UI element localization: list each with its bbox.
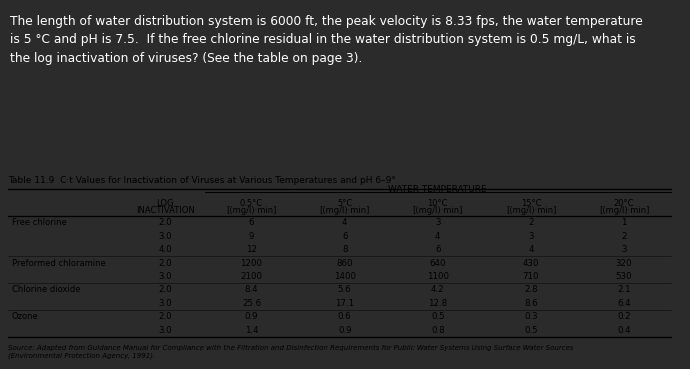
Text: Source: Adapted from Guidance Manual for Compliance with the Filtration and Disi: Source: Adapted from Guidance Manual for… (8, 345, 574, 359)
Text: [(mg/l)·min]: [(mg/l)·min] (413, 206, 463, 215)
Text: 0.6: 0.6 (338, 313, 351, 321)
Text: 2.0: 2.0 (159, 313, 172, 321)
Text: 25.6: 25.6 (242, 299, 261, 308)
Text: 0.2: 0.2 (618, 313, 631, 321)
Text: 530: 530 (616, 272, 632, 281)
Text: 4: 4 (342, 218, 347, 227)
Text: Free chlorine: Free chlorine (12, 218, 66, 227)
Text: 5°C: 5°C (337, 199, 353, 208)
Text: 15°C: 15°C (521, 199, 541, 208)
Text: 6.4: 6.4 (618, 299, 631, 308)
Text: 2: 2 (529, 218, 533, 227)
Text: 3: 3 (622, 245, 627, 254)
Text: 2.0: 2.0 (159, 286, 172, 294)
Text: Table 11.9  C·t Values for Inactivation of Viruses at Various Temperatures and p: Table 11.9 C·t Values for Inactivation o… (8, 176, 396, 186)
Text: 10°C: 10°C (428, 199, 448, 208)
Text: 4.0: 4.0 (159, 245, 172, 254)
Text: 0.5°C: 0.5°C (240, 199, 263, 208)
Text: 0.4: 0.4 (618, 326, 631, 335)
Text: 2100: 2100 (241, 272, 262, 281)
Text: 0.9: 0.9 (245, 313, 258, 321)
Text: 17.1: 17.1 (335, 299, 354, 308)
Text: [(mg/l)·min]: [(mg/l)·min] (226, 206, 277, 215)
Text: 1.4: 1.4 (245, 326, 258, 335)
Text: 6: 6 (342, 232, 347, 241)
Text: 4: 4 (529, 245, 533, 254)
Text: 0.8: 0.8 (431, 326, 444, 335)
Text: [(mg/l)·min]: [(mg/l)·min] (319, 206, 370, 215)
Text: 1400: 1400 (334, 272, 355, 281)
Text: Preformed chloramine: Preformed chloramine (12, 259, 106, 268)
Text: INACTIVATION: INACTIVATION (136, 206, 195, 215)
Text: LOG: LOG (157, 199, 174, 208)
Text: 12.8: 12.8 (428, 299, 447, 308)
Text: 6: 6 (435, 245, 440, 254)
Text: 20°C: 20°C (614, 199, 634, 208)
Text: 320: 320 (616, 259, 632, 268)
Text: 4.2: 4.2 (431, 286, 444, 294)
Text: 8.6: 8.6 (524, 299, 538, 308)
Text: 5.6: 5.6 (338, 286, 351, 294)
Text: 8: 8 (342, 245, 347, 254)
Text: WATER TEMPERATURE: WATER TEMPERATURE (388, 184, 487, 193)
Text: 710: 710 (523, 272, 539, 281)
Text: 2.1: 2.1 (618, 286, 631, 294)
Text: 2.0: 2.0 (159, 218, 172, 227)
Text: 4: 4 (435, 232, 440, 241)
Text: 9: 9 (249, 232, 254, 241)
Text: 3: 3 (529, 232, 533, 241)
Text: 3.0: 3.0 (159, 232, 172, 241)
Text: 1200: 1200 (241, 259, 262, 268)
Text: 0.3: 0.3 (524, 313, 538, 321)
Text: 1100: 1100 (427, 272, 449, 281)
Text: 12: 12 (246, 245, 257, 254)
Text: 2.8: 2.8 (524, 286, 538, 294)
Text: 430: 430 (523, 259, 539, 268)
Text: Ozone: Ozone (12, 313, 39, 321)
Text: 3.0: 3.0 (159, 299, 172, 308)
Text: 2.0: 2.0 (159, 259, 172, 268)
Text: 2: 2 (622, 232, 627, 241)
Text: 1: 1 (622, 218, 627, 227)
Text: 8.4: 8.4 (245, 286, 258, 294)
Text: 3.0: 3.0 (159, 326, 172, 335)
Text: 0.5: 0.5 (524, 326, 538, 335)
Text: [(mg/l)·min]: [(mg/l)·min] (506, 206, 556, 215)
Text: 0.5: 0.5 (431, 313, 444, 321)
Text: 3: 3 (435, 218, 440, 227)
Text: 3.0: 3.0 (159, 272, 172, 281)
Text: [(mg/l)·min]: [(mg/l)·min] (599, 206, 649, 215)
Text: Chlorine dioxide: Chlorine dioxide (12, 286, 80, 294)
Text: 860: 860 (337, 259, 353, 268)
Text: The length of water distribution system is 6000 ft, the peak velocity is 8.33 fp: The length of water distribution system … (10, 15, 643, 65)
Text: 640: 640 (430, 259, 446, 268)
Text: 0.9: 0.9 (338, 326, 351, 335)
Text: 6: 6 (249, 218, 254, 227)
